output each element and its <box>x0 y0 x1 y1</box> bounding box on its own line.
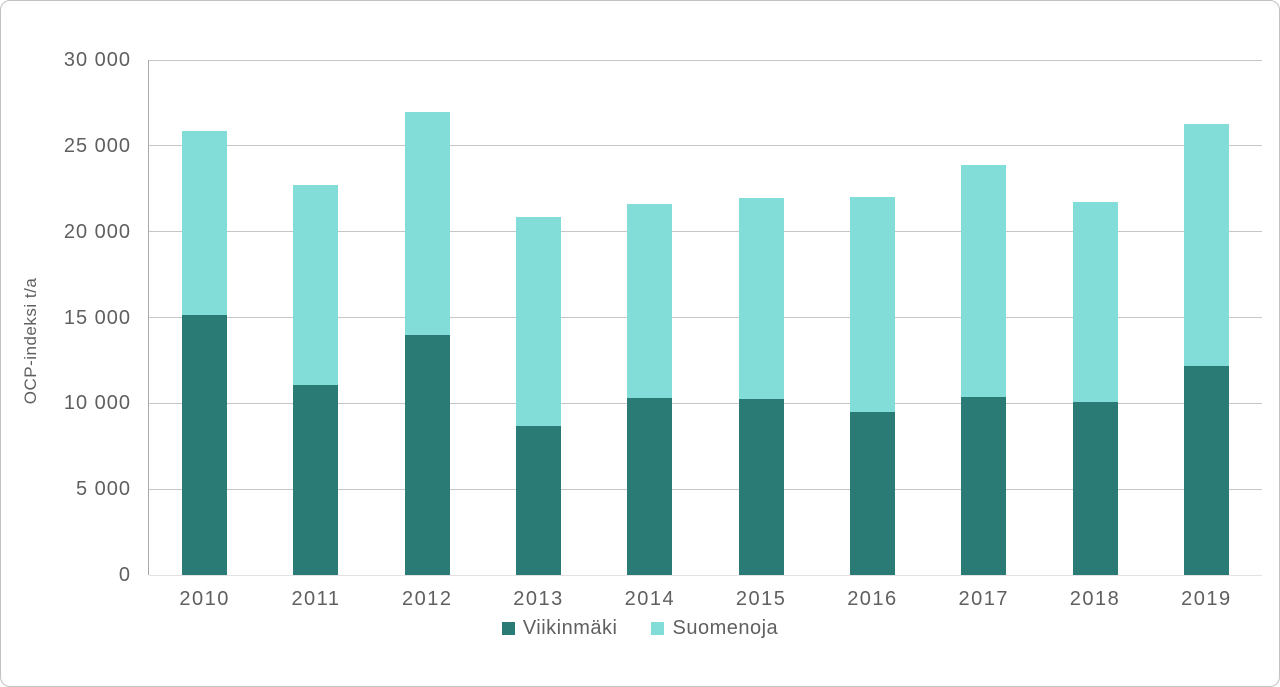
gridline-10000 <box>149 402 1262 404</box>
y-tick-label-30000: 30 000 <box>63 49 131 71</box>
legend-label: Suomenoja <box>672 617 779 639</box>
y-tick-label-25000: 25 000 <box>63 134 131 157</box>
plot-area <box>149 59 1262 576</box>
y-tick-label-20000: 20 000 <box>63 220 131 243</box>
bar-2019-viikinm-ki <box>1183 365 1229 575</box>
legend-label: Viikinmäki <box>522 617 618 639</box>
bar-2011-viikinm-ki <box>293 385 339 575</box>
y-axis-title: OCP-indeksi t/a <box>21 277 40 405</box>
y-tick-label-10000: 10 000 <box>63 392 131 415</box>
legend-item-viikinm-ki: Viikinmäki <box>501 617 618 640</box>
bar-2013-viikinm-ki <box>516 425 562 575</box>
x-tick-label-2013: 2013 <box>513 588 564 610</box>
legend: Viikinmäki Suomenoja <box>1 617 1279 640</box>
x-tick-label-2018: 2018 <box>1069 588 1121 610</box>
x-tick-label-2016: 2016 <box>847 588 898 610</box>
x-tick-label-2011: 2011 <box>291 588 341 610</box>
bar-2010-suomenoja <box>182 131 228 315</box>
bar-2014-viikinm-ki <box>627 398 673 575</box>
x-tick-label-2019: 2019 <box>1181 588 1232 610</box>
y-tick-label-5000: 5 000 <box>75 478 131 501</box>
x-tick-label-2015: 2015 <box>735 588 787 610</box>
gridline-0 <box>149 574 1262 576</box>
x-tick-label-2014: 2014 <box>624 588 676 610</box>
gridline-30000 <box>149 59 1262 61</box>
bar-2015-suomenoja <box>738 198 784 400</box>
gridline-20000 <box>149 231 1262 233</box>
legend-swatch-icon <box>651 622 665 635</box>
bar-2012-suomenoja <box>404 111 450 335</box>
bar-2014-suomenoja <box>627 204 673 399</box>
bar-2011-suomenoja <box>293 185 339 386</box>
bar-2017-suomenoja <box>961 164 1007 398</box>
bar-2010-viikinm-ki <box>182 314 228 575</box>
x-tick-label-2010: 2010 <box>179 588 230 610</box>
y-tick-label-15000: 15 000 <box>63 306 131 329</box>
bar-2018-viikinm-ki <box>1072 402 1118 575</box>
y-axis-line <box>148 60 149 575</box>
gridline-15000 <box>149 317 1262 318</box>
bar-2015-viikinm-ki <box>738 399 784 575</box>
bar-2017-viikinm-ki <box>961 397 1007 575</box>
gridline-25000 <box>149 145 1262 147</box>
bar-2019-suomenoja <box>1183 124 1229 366</box>
bar-2016-suomenoja <box>849 197 895 412</box>
bar-2018-suomenoja <box>1072 201 1118 403</box>
bar-2012-viikinm-ki <box>404 334 450 575</box>
x-tick-label-2017: 2017 <box>958 588 1009 610</box>
gridline-5000 <box>149 488 1262 490</box>
y-tick-label-0: 0 <box>118 564 131 586</box>
legend-swatch-icon <box>501 622 515 635</box>
x-tick-label-2012: 2012 <box>401 588 453 610</box>
bar-2016-viikinm-ki <box>849 411 895 575</box>
bar-2013-suomenoja <box>516 217 562 426</box>
legend-item-suomenoja: Suomenoja <box>651 617 778 640</box>
